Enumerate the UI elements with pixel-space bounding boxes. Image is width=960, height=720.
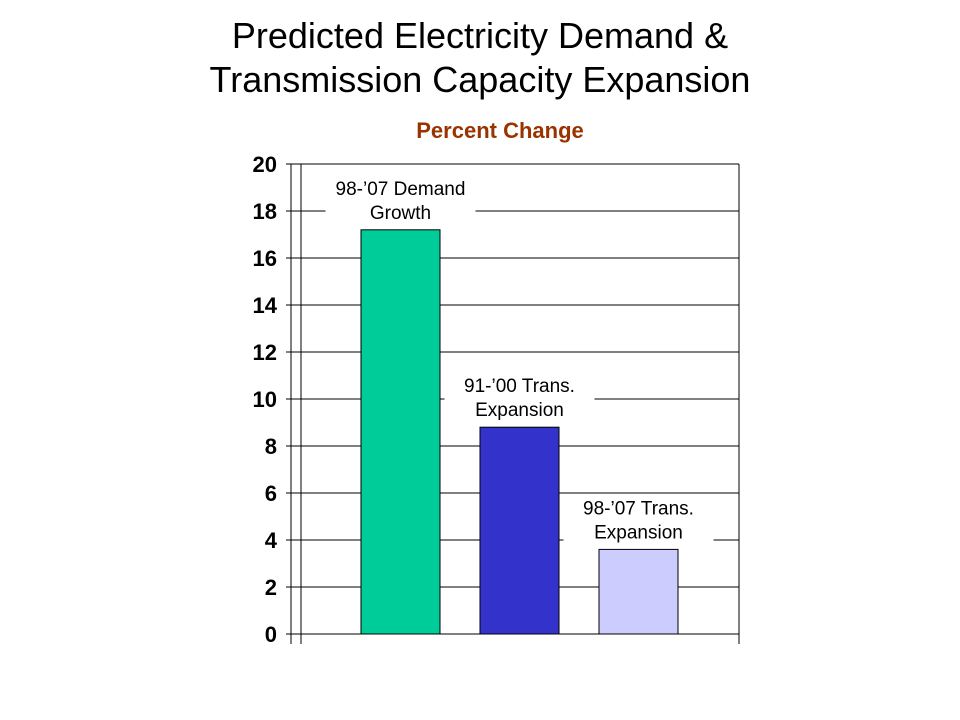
chart-title: Percent Change xyxy=(416,118,584,143)
y-tick-label: 12 xyxy=(253,340,277,365)
y-tick-label: 20 xyxy=(253,152,277,177)
slide-title-line-2: Transmission Capacity Expansion xyxy=(209,59,751,100)
y-tick-label: 16 xyxy=(253,246,277,271)
y-tick-labels: 0 2 4 6 8 10 12 14 16 18 20 xyxy=(253,152,278,647)
y-tick-label: 4 xyxy=(265,528,278,553)
bar xyxy=(360,229,441,635)
bars xyxy=(360,229,679,635)
bar-label-background xyxy=(325,175,476,226)
y-tick-label: 0 xyxy=(265,622,277,647)
bar-label-line: Expansion xyxy=(475,400,564,421)
bar-label-background xyxy=(444,373,595,424)
bar-labels: 98-’07 Demand Growth 91-’00 Trans. Expansio… xyxy=(325,175,714,546)
bar-label-line: 98-’07 Trans. xyxy=(583,498,694,519)
bar-label-line: 98-’07 Demand xyxy=(336,179,466,200)
bar-label-line: Growth xyxy=(370,203,431,224)
bar xyxy=(598,548,679,635)
bar-label-background xyxy=(563,495,714,546)
slide-title-line-1: Predicted Electricity Demand & xyxy=(231,15,729,56)
bar xyxy=(479,426,560,635)
bar-label-line: 91-’00 Trans. xyxy=(464,376,575,397)
y-tick-label: 14 xyxy=(253,293,278,318)
y-tick-label: 18 xyxy=(253,199,277,224)
y-tick-label: 8 xyxy=(265,434,277,459)
y-tick-label: 6 xyxy=(265,481,277,506)
y-tick-label: 10 xyxy=(253,387,277,412)
slide-title: Predicted Electricity Demand & Transmiss… xyxy=(0,14,960,102)
y-tick-label: 2 xyxy=(265,575,277,600)
bar-label-line: Expansion xyxy=(594,522,683,543)
